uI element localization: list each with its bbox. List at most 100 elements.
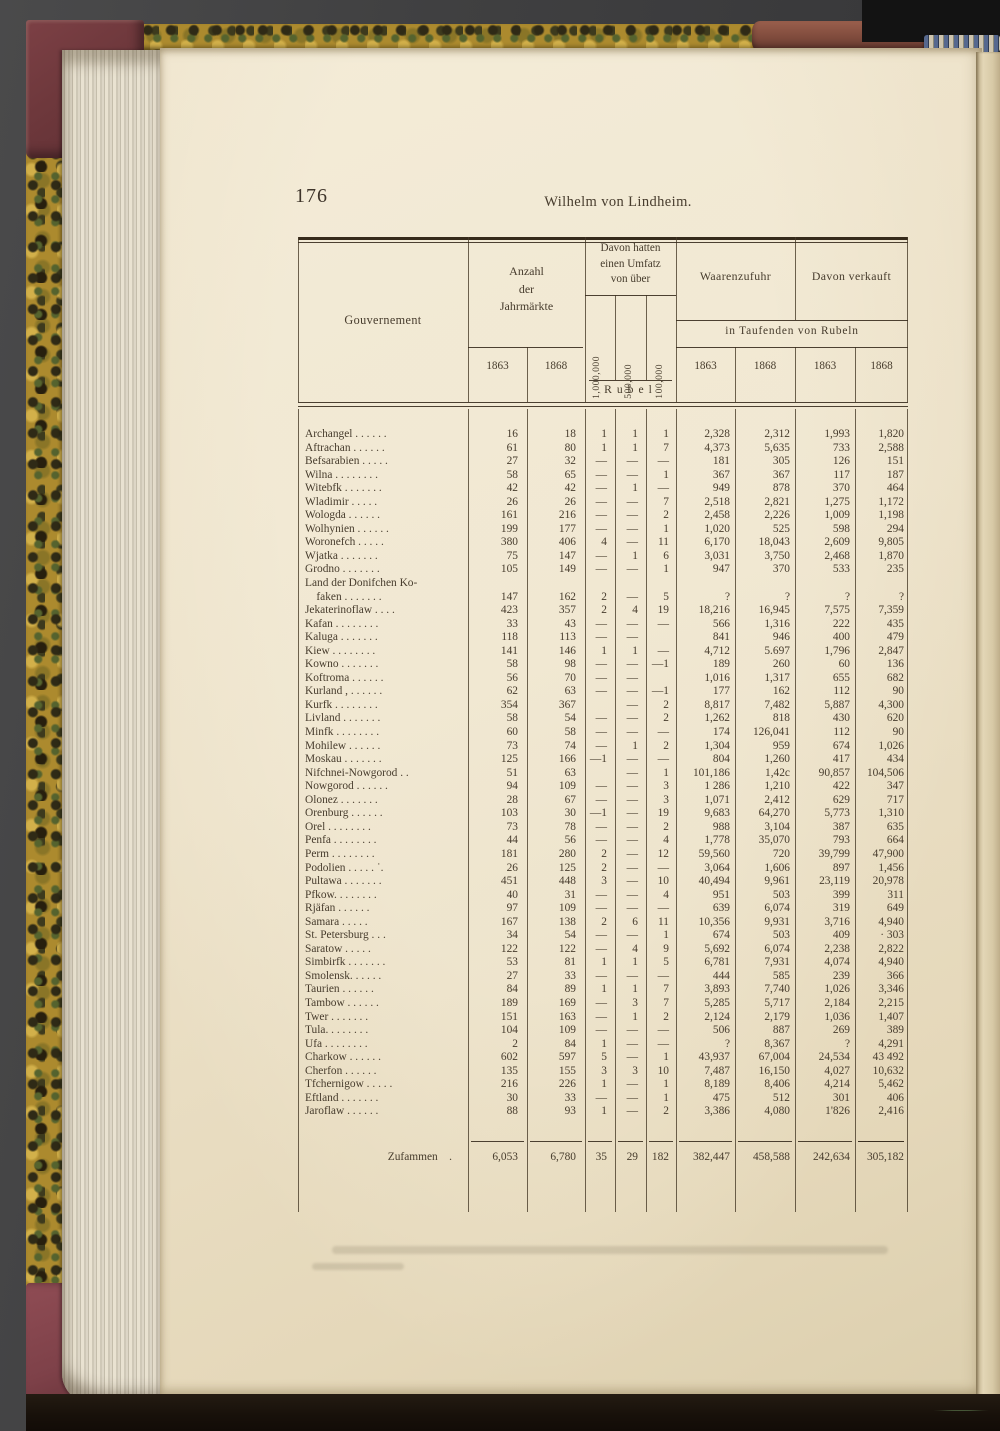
row-value: 2 bbox=[663, 509, 669, 522]
row-value: 435 bbox=[886, 617, 904, 630]
table-rule-horizontal bbox=[738, 1141, 792, 1142]
row-value: ? bbox=[724, 590, 730, 603]
row-value: 113 bbox=[559, 631, 576, 644]
row-value: 1 bbox=[632, 644, 638, 657]
row-value: 149 bbox=[558, 563, 576, 576]
row-value: — bbox=[626, 888, 638, 901]
row-value: 2,184 bbox=[824, 996, 850, 1009]
row-value: 717 bbox=[886, 793, 904, 806]
row-value: 409 bbox=[832, 929, 850, 942]
row-value: — bbox=[657, 1037, 669, 1050]
table-row: Kowno . . . . . . . 58 98 — — —1 189 260 60 136 bbox=[298, 658, 908, 672]
row-value: — bbox=[595, 509, 607, 522]
row-value: 40 bbox=[506, 888, 518, 901]
row-gouvernement-label: Kurfk . . . . . . . . bbox=[305, 698, 378, 711]
row-value: — bbox=[595, 834, 607, 847]
row-value: 1'826 bbox=[825, 1105, 850, 1118]
table-row: Moskau . . . . . . . 125 166 —1 — — 804 1,260 41… bbox=[298, 753, 908, 767]
table-rule-horizontal bbox=[468, 347, 583, 348]
row-value: 818 bbox=[772, 712, 790, 725]
row-value: 2,226 bbox=[764, 509, 790, 522]
row-value: 4,940 bbox=[878, 915, 904, 928]
row-value: 2,822 bbox=[878, 942, 904, 955]
row-value: · 303 bbox=[880, 929, 904, 942]
row-value: — bbox=[626, 875, 638, 888]
row-value: — bbox=[626, 631, 638, 644]
row-value: 43 bbox=[564, 617, 576, 630]
row-gouvernement-label: Kiew . . . . . . . . bbox=[305, 644, 376, 657]
total-value: 458,588 bbox=[752, 1151, 790, 1163]
table-rule-vertical bbox=[735, 347, 736, 402]
row-gouvernement-label: Kaluga . . . . . . . bbox=[305, 631, 378, 644]
table-row: Wladimir . . . . . 26 26 — — 7 2,518 2,821 1,275… bbox=[298, 496, 908, 510]
row-value: 84 bbox=[506, 983, 518, 996]
row-value: 1 bbox=[632, 441, 638, 454]
row-value: 1,778 bbox=[704, 834, 730, 847]
table-row: Wilna . . . . . . . . 58 65 — — 1 367 367 117 187 bbox=[298, 469, 908, 483]
row-value: 51 bbox=[506, 766, 518, 779]
table-rule-horizontal bbox=[649, 1141, 673, 1142]
row-value: 8,189 bbox=[704, 1078, 730, 1091]
row-value: 136 bbox=[886, 658, 904, 671]
row-value: 423 bbox=[500, 604, 518, 617]
row-value: 1 bbox=[632, 983, 638, 996]
table-rule-vertical bbox=[298, 409, 299, 1212]
row-value: 80 bbox=[564, 441, 576, 454]
table-rule-vertical bbox=[676, 237, 677, 402]
row-value: 7,487 bbox=[704, 1064, 730, 1077]
row-value: 2,588 bbox=[878, 441, 904, 454]
row-value: 126,041 bbox=[752, 726, 790, 739]
row-gouvernement-label: Olonez . . . . . . . bbox=[305, 793, 378, 806]
row-value: — bbox=[626, 590, 638, 603]
row-value: 20,978 bbox=[872, 875, 904, 888]
row-value: 90 bbox=[892, 685, 904, 698]
table-rule-vertical bbox=[585, 237, 586, 402]
table-rule-horizontal bbox=[471, 1141, 524, 1142]
row-gouvernement-label: Jaroflaw . . . . . . bbox=[305, 1105, 379, 1118]
table-row: Kurland , . . . . . . 62 63 — — —1 177 162 112 90 bbox=[298, 685, 908, 699]
row-value: 31 bbox=[564, 888, 576, 901]
row-value: 400 bbox=[832, 631, 850, 644]
row-value: — bbox=[626, 455, 638, 468]
table-row: Penfa . . . . . . . . 44 56 — — 4 1,778 35,070 7… bbox=[298, 834, 908, 848]
row-value: — bbox=[657, 861, 669, 874]
row-value: 3,346 bbox=[878, 983, 904, 996]
row-value: 81 bbox=[564, 956, 576, 969]
col-header-year-1868: 1868 bbox=[544, 360, 568, 372]
row-value: — bbox=[626, 522, 638, 535]
row-value: 216 bbox=[500, 1078, 518, 1091]
table-rule-horizontal bbox=[585, 295, 676, 296]
row-value: 2,821 bbox=[764, 495, 790, 508]
row-value: 635 bbox=[886, 820, 904, 833]
table-row: Livland . . . . . . . 58 54 — — 2 1,262 818 430 6… bbox=[298, 712, 908, 726]
row-value: 503 bbox=[772, 929, 790, 942]
row-value: — bbox=[626, 820, 638, 833]
row-value: 5,462 bbox=[878, 1078, 904, 1091]
row-value: 103 bbox=[500, 807, 518, 820]
row-value: 90,857 bbox=[818, 766, 850, 779]
table-rule-horizontal bbox=[618, 1141, 643, 1142]
row-value: 280 bbox=[558, 847, 576, 860]
row-value: 2 bbox=[663, 712, 669, 725]
row-gouvernement-label: Taurien . . . . . . bbox=[305, 983, 374, 996]
book-cover-marbled-edge-top bbox=[26, 24, 766, 50]
row-value: — bbox=[626, 1037, 638, 1050]
row-value: 84 bbox=[564, 1037, 576, 1050]
row-value: — bbox=[595, 455, 607, 468]
row-value: 6,074 bbox=[764, 942, 790, 955]
row-value: 7,931 bbox=[764, 956, 790, 969]
row-value: 733 bbox=[832, 441, 850, 454]
row-value: 122 bbox=[500, 942, 518, 955]
table-rule-vertical bbox=[855, 409, 856, 1212]
row-value: 2 bbox=[601, 861, 607, 874]
row-value: 5,285 bbox=[704, 996, 730, 1009]
row-value: 101,186 bbox=[692, 766, 730, 779]
row-value: ? bbox=[724, 1037, 730, 1050]
row-value: ? bbox=[844, 1037, 850, 1050]
col-header-davon-verkauft: Davon verkauft bbox=[811, 269, 892, 283]
row-value: 54 bbox=[564, 712, 576, 725]
row-value: 1,317 bbox=[764, 671, 790, 684]
row-value: 1,016 bbox=[704, 671, 730, 684]
row-value: — bbox=[626, 698, 638, 711]
